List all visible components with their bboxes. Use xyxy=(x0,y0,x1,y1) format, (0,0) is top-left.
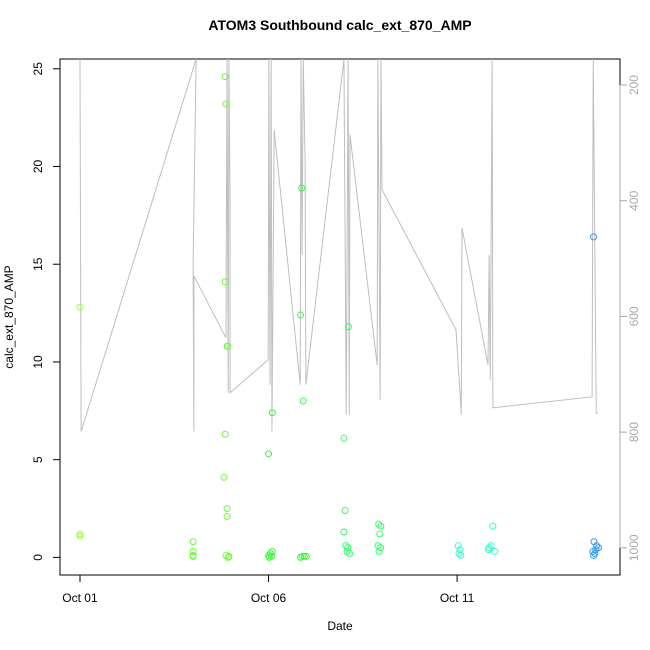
data-point xyxy=(346,550,354,557)
data-point xyxy=(222,100,230,108)
data-point xyxy=(341,507,349,514)
x-tick-label: Oct 01 xyxy=(62,591,98,605)
y-tick-label: 25 xyxy=(31,62,45,76)
plot-frame xyxy=(59,58,621,576)
data-point xyxy=(340,528,348,536)
x-tick-label: Oct 11 xyxy=(440,591,475,605)
data-point xyxy=(457,551,465,559)
data-point xyxy=(189,552,197,560)
data-point xyxy=(76,532,84,540)
y-axis-title: calc_ext_870_AMP xyxy=(2,265,16,368)
data-point xyxy=(76,530,84,538)
data-point xyxy=(344,323,352,331)
data-point xyxy=(224,553,232,561)
data-point xyxy=(377,544,385,552)
y2-tick-label: 400 xyxy=(627,190,641,210)
data-point xyxy=(491,548,499,556)
data-point xyxy=(221,278,229,286)
data-point xyxy=(376,530,384,538)
data-point xyxy=(375,548,383,556)
data-point xyxy=(484,546,492,554)
data-point xyxy=(220,473,228,481)
data-point xyxy=(297,311,305,319)
y2-tick-label: 800 xyxy=(627,422,641,442)
data-point xyxy=(589,548,597,556)
data-point xyxy=(299,397,307,405)
data-point xyxy=(377,522,385,530)
y-tick-label: 0 xyxy=(31,554,45,561)
data-point xyxy=(268,409,276,417)
data-point xyxy=(222,551,230,559)
data-point xyxy=(265,553,273,561)
data-point xyxy=(375,520,383,528)
chart-title: ATOM3 Southbound calc_ext_870_AMP xyxy=(208,17,471,33)
y2-tick-label: 600 xyxy=(627,306,641,326)
y-tick-label: 15 xyxy=(31,257,45,271)
data-point xyxy=(76,303,84,311)
data-point xyxy=(297,553,305,561)
data-point xyxy=(300,552,308,560)
y2-tick-label: 1000 xyxy=(627,534,641,561)
data-point xyxy=(590,233,598,241)
data-point xyxy=(189,548,197,556)
data-point xyxy=(223,505,231,513)
data-point xyxy=(593,542,601,550)
y-tick-label: 5 xyxy=(31,456,45,463)
data-point xyxy=(455,550,463,557)
x-tick-label: Oct 06 xyxy=(251,591,287,605)
data-point xyxy=(225,552,233,560)
data-point xyxy=(221,430,229,438)
data-point xyxy=(340,434,348,442)
data-point xyxy=(268,548,276,556)
y-tick-label: 10 xyxy=(31,355,45,369)
data-point xyxy=(224,342,232,350)
data-point xyxy=(590,551,598,559)
x-axis-title: Date xyxy=(327,619,353,633)
data-point xyxy=(454,542,462,550)
y-tick-label: 20 xyxy=(31,160,45,174)
data-point xyxy=(265,450,273,458)
data-point xyxy=(223,512,231,520)
data-point xyxy=(189,538,197,546)
data-point xyxy=(298,184,306,192)
data-point xyxy=(221,73,229,81)
pressure-line xyxy=(79,59,599,432)
y2-tick-label: 200 xyxy=(627,75,641,95)
data-point xyxy=(489,522,497,530)
